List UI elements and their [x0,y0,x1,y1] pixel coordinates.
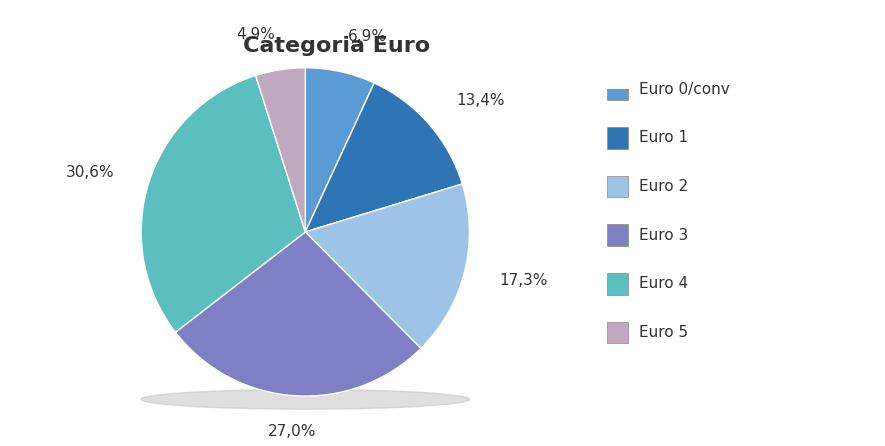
Text: 4,9%: 4,9% [235,27,274,41]
FancyBboxPatch shape [607,224,628,246]
Text: Euro 5: Euro 5 [639,325,689,340]
Wedge shape [256,68,305,232]
Text: Euro 1: Euro 1 [639,130,689,145]
FancyBboxPatch shape [607,78,628,100]
Text: 30,6%: 30,6% [65,165,114,180]
FancyBboxPatch shape [607,273,628,294]
Text: 13,4%: 13,4% [457,93,504,108]
Text: Euro 0/conv: Euro 0/conv [639,82,730,97]
Wedge shape [305,68,374,232]
Wedge shape [142,75,305,332]
Ellipse shape [142,389,469,409]
Wedge shape [305,184,469,348]
Text: Euro 4: Euro 4 [639,277,689,291]
Text: Categoria Euro: Categoria Euro [242,36,430,56]
Text: 6,9%: 6,9% [349,29,388,44]
Wedge shape [175,232,421,396]
FancyBboxPatch shape [607,322,628,343]
Text: Euro 2: Euro 2 [639,179,689,194]
Wedge shape [305,83,462,232]
Text: 17,3%: 17,3% [499,273,548,288]
FancyBboxPatch shape [607,176,628,197]
Text: 27,0%: 27,0% [268,424,316,439]
Text: Euro 3: Euro 3 [639,227,689,243]
FancyBboxPatch shape [607,127,628,149]
